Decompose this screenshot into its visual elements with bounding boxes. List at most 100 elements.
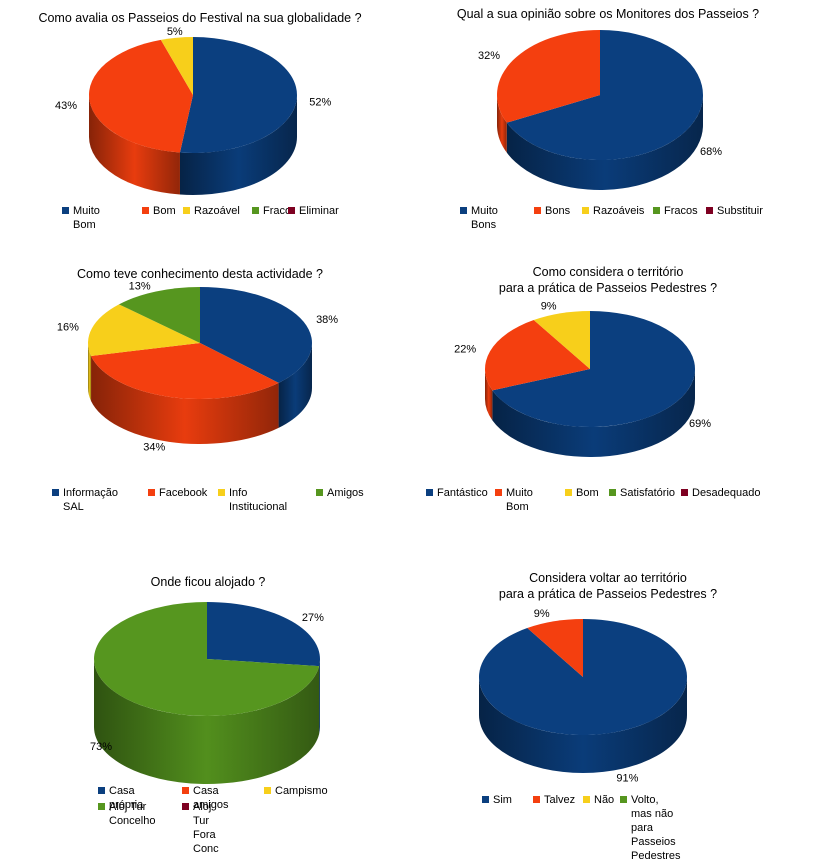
pie-chart-passeios-globalidade: Como avalia os Passeios do Festival na s… <box>0 0 400 240</box>
pie-slice-side <box>89 95 180 195</box>
data-label: 9% <box>541 301 557 313</box>
pie-side-walls <box>497 95 703 190</box>
pie-slice <box>88 39 193 153</box>
legend-label: Casa amigos <box>193 785 229 811</box>
legend-swatch <box>148 489 155 496</box>
legend-label: Facebook <box>159 487 208 499</box>
data-label: 91% <box>616 773 638 785</box>
data-label: 9% <box>534 608 550 620</box>
legend-swatch <box>62 207 69 214</box>
legend-swatch <box>182 787 189 794</box>
data-label: 34% <box>143 442 165 454</box>
pie-slice-side <box>479 677 687 773</box>
legend-item: Casa própria <box>98 784 143 812</box>
pie-plot: 69% 22% 9% <box>454 301 711 457</box>
legend-swatch <box>264 787 271 794</box>
legend-swatch <box>98 803 105 810</box>
legend-item: Info Institucional <box>218 486 287 514</box>
data-label: 69% <box>689 418 711 430</box>
legend-label: Substituir <box>717 205 763 217</box>
legend-item: Muito Bons <box>460 204 498 232</box>
data-label: 73% <box>90 741 112 753</box>
legend-swatch <box>288 207 295 214</box>
legend-swatch <box>582 207 589 214</box>
legend-label: Fantástico <box>437 487 488 499</box>
pie-slice-side <box>278 343 312 428</box>
pie-plot: 27% 73% <box>90 602 324 784</box>
pie-slice <box>485 320 590 391</box>
legend-item: Sim <box>482 793 512 807</box>
data-label: 38% <box>316 314 338 326</box>
pie-slice-side <box>497 95 507 153</box>
data-label: 27% <box>302 612 324 624</box>
legend-label: Bom <box>576 487 599 499</box>
legend-item: Campismo <box>264 784 328 798</box>
legend-label: Info Institucional <box>229 487 288 513</box>
legend-swatch <box>565 489 572 496</box>
pie-slice <box>91 343 279 399</box>
pie-slice-side <box>485 369 493 421</box>
legend-item: Fantástico <box>426 486 488 500</box>
pie-slice-side <box>492 369 695 457</box>
legend-item: Amigos <box>316 486 364 500</box>
pie-chart-conhecimento: Como teve conhecimento desta actividade … <box>0 258 400 513</box>
pie-slice <box>93 602 320 716</box>
legend-item: Muito Bom <box>495 486 533 514</box>
legend-item: Razoáveis <box>582 204 644 218</box>
legend-swatch <box>252 207 259 214</box>
data-label: 32% <box>478 50 500 62</box>
chart-title: Onde ficou alojado ? <box>150 575 266 589</box>
pie-slice-side <box>506 95 703 190</box>
legend-item: Fraco <box>252 204 291 218</box>
legend-label: Informação SAL <box>63 487 119 513</box>
pie-slice-side <box>88 343 92 401</box>
pie-plot: 38% 34% 16% 13% <box>57 280 338 454</box>
legend-swatch <box>534 207 541 214</box>
pie-chart-monitores: Qual a sua opinião sobre os Monitores do… <box>400 0 816 240</box>
legend-item: Não <box>583 793 614 807</box>
pie-slice <box>207 602 320 667</box>
legend-item: Aloj Tur Fora Conc <box>182 800 219 856</box>
legend-label: Satisfatório <box>620 487 676 499</box>
pie-side-walls <box>479 677 687 773</box>
legend-item: Fracos <box>653 204 698 218</box>
pie-chart-voltar: Considera voltar ao território para a pr… <box>400 560 816 862</box>
data-label: 5% <box>167 26 183 38</box>
pie-slice <box>118 287 200 343</box>
legend-item: Bom <box>565 486 599 500</box>
pie-side-walls <box>485 369 695 457</box>
legend-swatch <box>182 803 189 810</box>
legend-label: Desadequado <box>692 487 761 499</box>
legend-swatch <box>681 489 688 496</box>
legend-label: Amigos <box>327 487 364 499</box>
legend-label: Fraco <box>263 205 292 217</box>
chart-title: Considera voltar ao território para a pr… <box>498 571 718 601</box>
pie-slice <box>492 311 695 427</box>
legend-swatch <box>52 489 59 496</box>
legend-label: Fracos <box>664 205 698 217</box>
pie-slice <box>200 287 312 383</box>
legend-swatch <box>426 489 433 496</box>
pie-chart-alojamento: Onde ficou alojado ? 27% 73% Casa própria… <box>0 560 416 855</box>
pie-slice <box>506 30 703 160</box>
legend-item: Volto, mas não para Passeios Pedestres <box>620 793 681 863</box>
data-label: 68% <box>700 146 722 158</box>
data-label: 16% <box>57 322 79 334</box>
pie-plot: 68% 32% <box>478 30 722 190</box>
pie-slice <box>533 311 590 369</box>
pie-slice <box>88 304 200 356</box>
pie-chart-territorio: Como considera o território para a práti… <box>400 258 816 513</box>
legend-label: Volto, mas não para Passeios Pedestres <box>631 794 681 862</box>
pie-slice-side <box>179 95 297 195</box>
legend-label: Razoável <box>194 205 240 217</box>
legend-swatch <box>218 489 225 496</box>
legend-item: Bom <box>142 204 176 218</box>
legend-label: Casa própria <box>109 785 144 811</box>
data-label: 13% <box>129 280 151 292</box>
data-label: 22% <box>454 344 476 356</box>
pie-side-walls <box>88 343 312 445</box>
legend-label: Bom <box>153 205 176 217</box>
legend-swatch <box>495 489 502 496</box>
legend-item: Desadequado <box>681 486 761 500</box>
data-label: 52% <box>309 97 331 109</box>
